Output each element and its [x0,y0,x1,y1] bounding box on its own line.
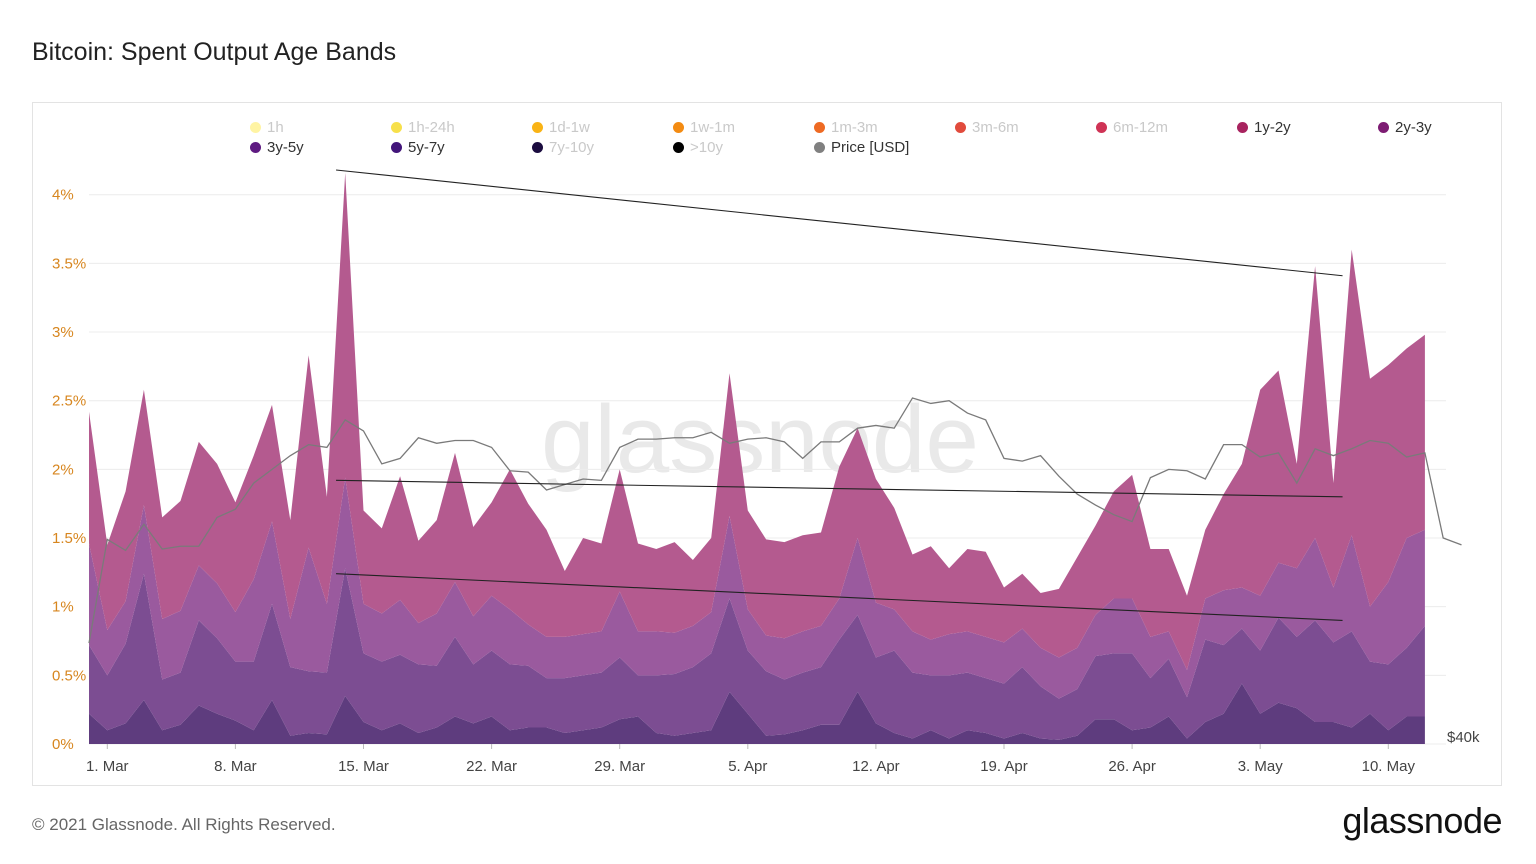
price-line [88,397,1462,644]
legend-item[interactable]: 1w-1m [673,117,814,137]
legend-item[interactable]: 2y-3y [1378,117,1519,137]
legend-label: 3m-6m [972,118,1019,136]
y-tick-label: 1.5% [52,530,86,547]
legend-label: 1d-1w [549,118,590,136]
legend-dot-icon [391,141,402,153]
legend-label: 3y-5y [267,138,304,156]
chart-title: Bitcoin: Spent Output Age Bands [32,38,397,66]
legend-label: 6m-12m [1113,118,1169,136]
x-tick-label: 1. Mar [86,758,129,775]
legend-label: 1y-2y [1254,118,1291,136]
y-tick-label: 1% [52,599,74,616]
legend-dot-icon [814,121,825,133]
legend-dot-icon [673,121,684,133]
legend-item[interactable]: 5y-7y [391,137,532,157]
legend-label: 1w-1m [690,118,736,136]
x-tick-label: 10. May [1362,758,1416,775]
legend-dot-icon [1237,121,1248,133]
legend-label: 1m-3m [831,118,878,136]
legend-dot-icon [814,141,825,153]
watermark: glassnode [541,386,979,493]
trendline [336,573,1343,621]
legend-label: 7y-10y [549,138,595,156]
y-tick-label: 0.5% [52,667,86,684]
legend-label: 5y-7y [408,138,445,156]
x-tick-label: 5. Apr [728,758,767,775]
area-band [89,477,1425,699]
x-tick-label: 22. Mar [466,758,517,775]
legend-label: Price [USD] [831,138,910,156]
legend-item[interactable]: >10y [673,137,814,157]
area-band [89,568,1425,740]
y-tick-label: 3% [52,324,74,341]
legend-dot-icon [250,141,261,153]
legend-item[interactable]: 1y-2y [1237,117,1378,137]
legend-label: >10y [690,138,723,156]
legend-item[interactable]: 1h-24h [391,117,532,137]
x-tick-label: 15. Mar [338,758,389,775]
y-tick-label: 0% [52,736,74,753]
legend-row: 3y-5y 5y-7y 7y-10y >10y Price [USD] [250,137,1470,157]
trendlines [335,169,1343,621]
area-band [89,172,1425,670]
legend-row: 1h 1h-24h 1d-1w 1w-1m 1m-3m 3m-6m 6m-12m 1y-2y 2… [250,117,1470,137]
legend-dot-icon [1378,121,1389,133]
x-tick-label: 29. Mar [594,758,645,775]
brand-logo: glassnode [1342,800,1502,841]
y-axis: 0% 0.5% 1% 1.5% 2% 2.5% 3% 3.5% 4% [52,187,86,753]
x-axis: 1. Mar 8. Mar 15. Mar 22. Mar 29. Mar 5. Apr 1… [86,744,1415,775]
legend-label: 1h [267,118,284,136]
legend-label: 2y-3y [1395,118,1432,136]
legend-dot-icon [955,121,966,133]
trendline [336,479,1343,498]
legend-item[interactable]: 1d-1w [532,117,673,137]
legend-dot-icon [250,121,261,133]
legend-item[interactable]: 3m-6m [955,117,1096,137]
legend-item[interactable]: 1h [250,117,391,137]
price-series [88,397,1462,644]
legend-dot-icon [673,141,684,153]
legend-item[interactable]: 7y-10y [532,137,673,157]
y-tick-label: 2% [52,461,74,478]
legend: 1h 1h-24h 1d-1w 1w-1m 1m-3m 3m-6m 6m-12m 1y-2y 2… [250,117,1470,157]
x-tick-label: 3. May [1238,758,1284,775]
y-tick-label: 3.5% [52,255,86,272]
legend-dot-icon [532,121,543,133]
legend-label: 1h-24h [408,118,455,136]
trendline [335,169,1343,277]
y-tick-label: 4% [52,187,74,204]
legend-item[interactable]: 3y-5y [250,137,391,157]
area-band [89,683,1425,744]
right-axis-label: $40k [1447,729,1480,746]
x-tick-label: 12. Apr [852,758,900,775]
area-series [89,172,1425,744]
y-tick-label: 2.5% [52,393,86,410]
x-tick-label: 8. Mar [214,758,257,775]
legend-dot-icon [532,141,543,153]
legend-item[interactable]: 1m-3m [814,117,955,137]
legend-dot-icon [1096,121,1107,133]
copyright-footer: © 2021 Glassnode. All Rights Reserved. [32,815,336,834]
x-tick-label: 26. Apr [1108,758,1156,775]
legend-item[interactable]: Price [USD] [814,137,955,157]
legend-dot-icon [391,121,402,133]
chart-frame [32,102,1502,786]
x-tick-label: 19. Apr [980,758,1028,775]
legend-item[interactable]: 6m-12m [1096,117,1237,137]
